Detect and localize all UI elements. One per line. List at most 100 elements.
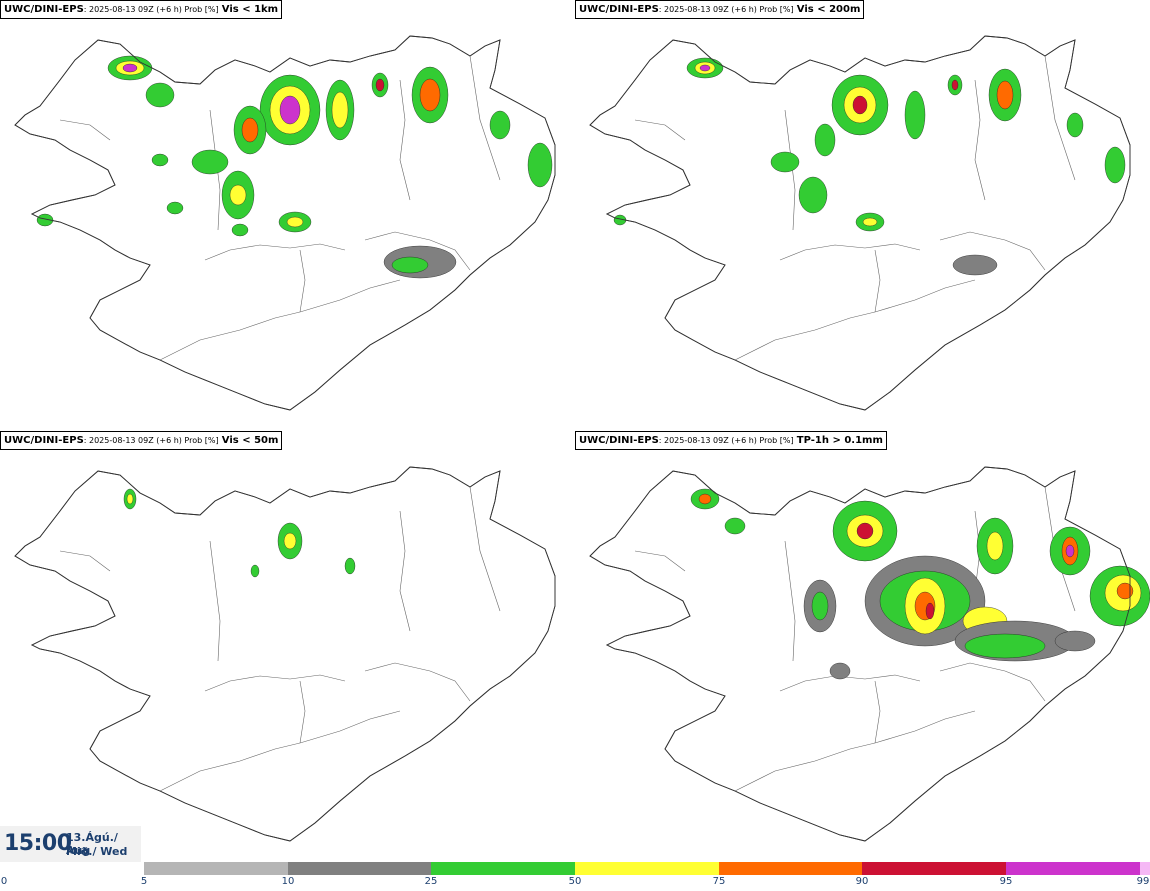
probability-area xyxy=(489,110,511,140)
boundary-line xyxy=(299,680,306,744)
colorbar-tick-label: 90 xyxy=(855,876,869,887)
probability-area xyxy=(229,184,247,206)
boundary-line xyxy=(204,243,346,261)
iceland-map xyxy=(14,35,556,411)
probability-area xyxy=(166,201,184,215)
boundary-line xyxy=(364,231,471,271)
probability-area xyxy=(852,95,868,115)
probability-area xyxy=(814,123,836,157)
valid-time-box: 15:00 13.Ágú./ Aug Mið./ Wed xyxy=(0,826,141,862)
colorbar-tick-label: 25 xyxy=(424,876,438,887)
iceland-coastline xyxy=(14,466,556,842)
panel-title: UWC/DINI-EPS: 2025-08-13 09Z (+6 h) Prob… xyxy=(575,431,887,450)
probability-area xyxy=(996,80,1014,110)
probability-area xyxy=(1065,544,1075,558)
boundary-line xyxy=(634,550,686,572)
probability-area xyxy=(126,493,134,505)
probability-area xyxy=(1066,112,1084,138)
colorbar-tick-label: 5 xyxy=(140,876,148,887)
boundary-line xyxy=(204,674,346,692)
prob-field xyxy=(690,488,1150,680)
probability-area xyxy=(862,217,878,227)
colorbar-tick-label: 75 xyxy=(712,876,726,887)
probability-area xyxy=(698,493,712,505)
boundary-line xyxy=(779,243,921,261)
colorbar-bin xyxy=(0,862,144,875)
colorbar-bin xyxy=(431,862,575,875)
probability-area xyxy=(1116,582,1134,600)
probability-area xyxy=(331,91,349,129)
probability-area xyxy=(904,90,926,140)
iceland-map xyxy=(14,466,556,842)
boundary-line xyxy=(974,79,986,201)
iceland-coastline-overlay xyxy=(589,466,1131,842)
probability-area xyxy=(122,63,138,73)
map-panel-vis-200m: UWC/DINI-EPS: 2025-08-13 09Z (+6 h) Prob… xyxy=(575,0,1150,430)
boundary-line xyxy=(874,249,881,313)
probability-area xyxy=(391,256,429,274)
probability-area xyxy=(344,557,356,575)
colorbar-tick-label: 0 xyxy=(0,876,8,887)
colorbar-bin xyxy=(575,862,719,875)
prob-field xyxy=(613,57,1126,276)
boundary-line xyxy=(779,674,921,692)
iceland-coastline-overlay xyxy=(589,35,1131,411)
probability-area xyxy=(151,153,169,167)
boundary-line xyxy=(634,119,686,141)
panel-title: UWC/DINI-EPS: 2025-08-13 09Z (+6 h) Prob… xyxy=(0,0,283,19)
boundary-line xyxy=(159,710,401,792)
probability-area xyxy=(770,151,800,173)
probability-area xyxy=(925,602,935,620)
map-panel-vis-1km: UWC/DINI-EPS: 2025-08-13 09Z (+6 h) Prob… xyxy=(0,0,575,430)
panel-title: UWC/DINI-EPS: 2025-08-13 09Z (+6 h) Prob… xyxy=(0,431,283,450)
boundary-line xyxy=(469,486,501,612)
boundary-line xyxy=(399,510,411,632)
colorbar-tick-label: 95 xyxy=(999,876,1013,887)
boundary-line xyxy=(734,279,976,361)
boundary-line xyxy=(469,55,501,181)
boundary-line xyxy=(939,662,1046,702)
boundary-line xyxy=(1044,55,1076,181)
probability-area xyxy=(145,82,175,108)
probability-area xyxy=(527,142,553,188)
probability-area xyxy=(283,532,297,550)
boundary-line xyxy=(209,540,221,662)
colorbar-bin xyxy=(1140,862,1150,875)
probability-area xyxy=(986,531,1004,561)
colorbar-bin xyxy=(144,862,288,875)
probability-area xyxy=(952,254,998,276)
colorbar-tick-label: 99 xyxy=(1136,876,1150,887)
iceland-map xyxy=(589,466,1150,842)
boundary-line xyxy=(159,279,401,361)
boundary-line xyxy=(874,680,881,744)
probability-area xyxy=(964,633,1046,659)
boundary-line xyxy=(364,662,471,702)
valid-time: 15:00 xyxy=(4,831,72,856)
probability-area xyxy=(231,223,249,237)
probability-area xyxy=(811,591,829,621)
iceland-map xyxy=(589,35,1131,411)
probability-area xyxy=(419,78,441,112)
probability-area xyxy=(250,564,260,578)
probability-area xyxy=(191,149,229,175)
panel-title: UWC/DINI-EPS: 2025-08-13 09Z (+6 h) Prob… xyxy=(575,0,865,19)
boundary-line xyxy=(784,540,796,662)
probability-area xyxy=(36,213,54,227)
probability-colorbar: 0 5 10 25 50 75 90 95 99 xyxy=(0,862,1150,891)
colorbar-bin xyxy=(862,862,1006,875)
probability-area xyxy=(286,216,304,228)
boundary-line xyxy=(734,710,976,792)
colorbar-bin xyxy=(288,862,431,875)
probability-area xyxy=(241,117,259,143)
probability-area xyxy=(279,95,301,125)
boundary-line xyxy=(939,231,1046,271)
probability-area xyxy=(951,79,959,91)
colorbar-tick-label: 10 xyxy=(281,876,295,887)
coastline xyxy=(14,466,556,842)
iceland-coastline-overlay xyxy=(14,35,556,411)
valid-weekday: Mið./ Wed xyxy=(66,845,128,858)
boundary-line xyxy=(59,550,111,572)
map-panel-precip: UWC/DINI-EPS: 2025-08-13 09Z (+6 h) Prob… xyxy=(575,431,1150,861)
colorbar-tick-label: 50 xyxy=(568,876,582,887)
probability-area xyxy=(375,78,385,92)
